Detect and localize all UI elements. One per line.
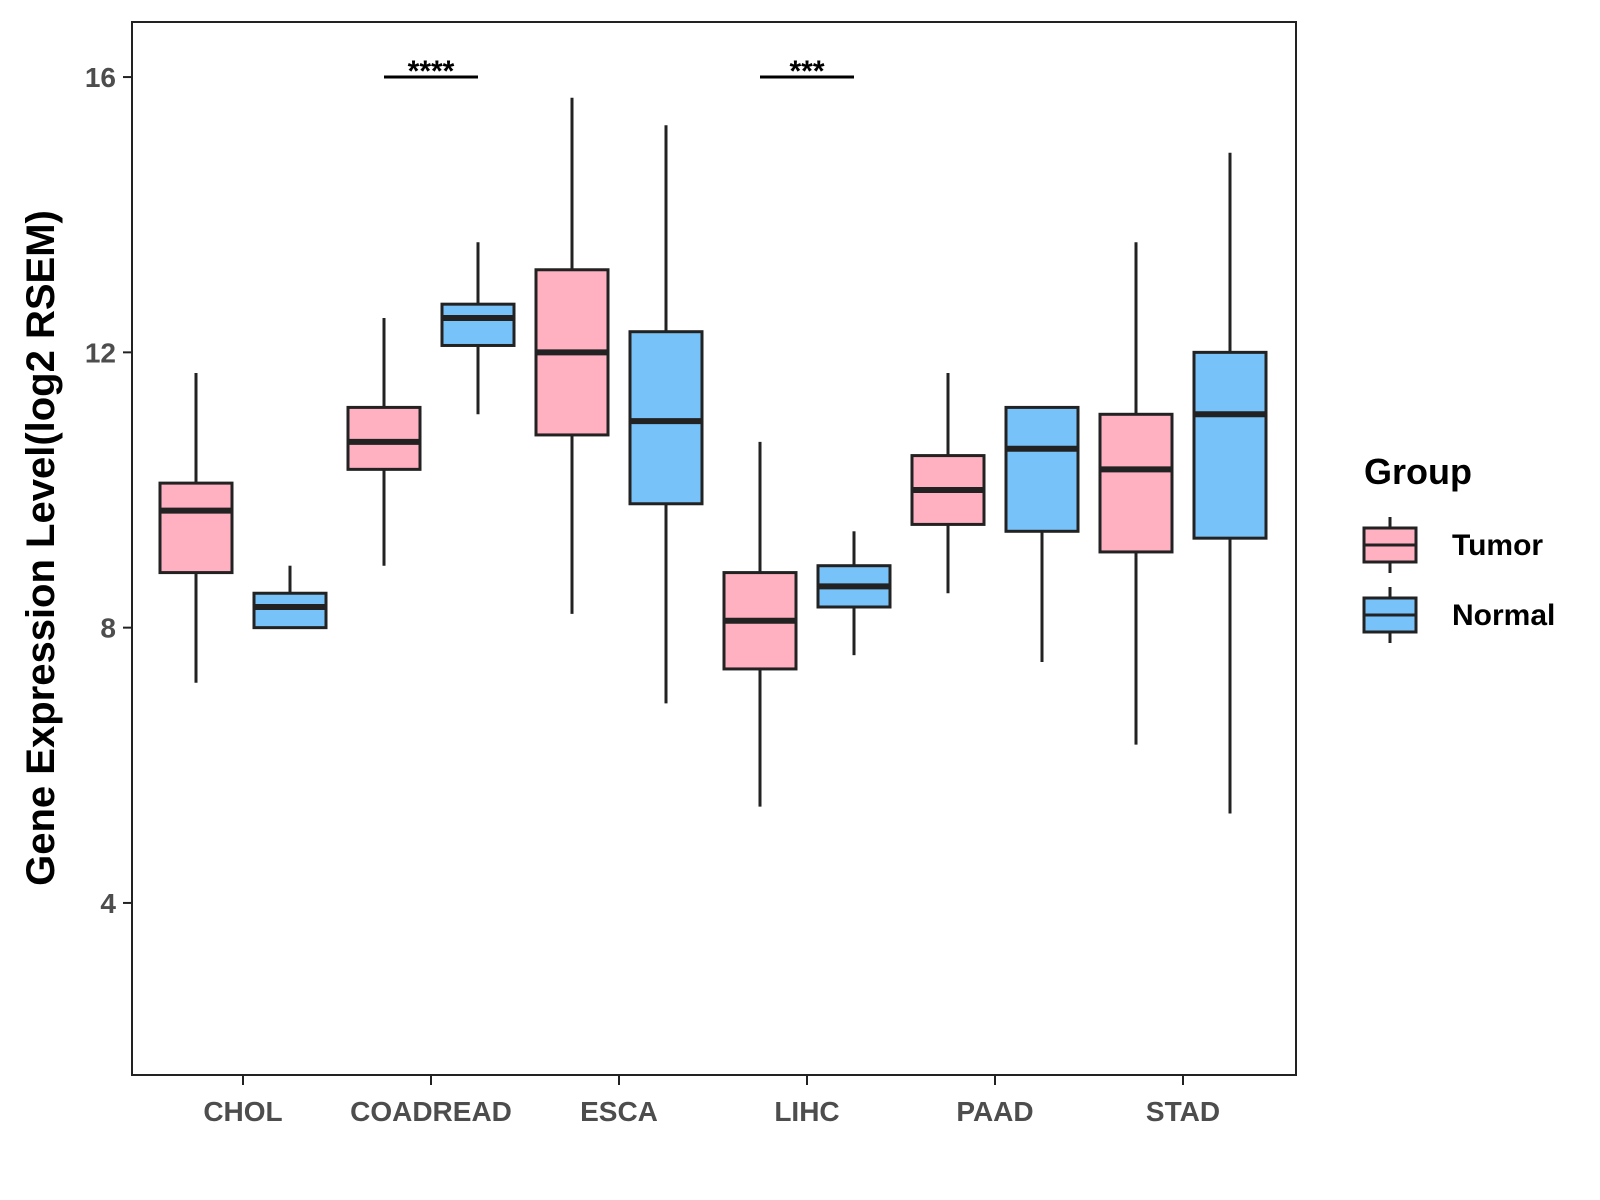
box-tumor-coadread	[346, 317, 422, 566]
box-normal-paad	[1004, 405, 1080, 663]
box-body	[628, 330, 704, 506]
x-tick-label: PAAD	[956, 1096, 1033, 1127]
legend-key-normal	[1362, 587, 1418, 643]
y-tick-label: 16	[85, 62, 116, 93]
box-body	[252, 591, 328, 630]
legend-title: Group	[1364, 451, 1472, 492]
legend-key-tumor	[1362, 517, 1418, 573]
y-tick-label: 8	[100, 613, 116, 644]
box-body	[1192, 350, 1268, 540]
box-normal-chol	[252, 565, 328, 630]
y-axis: 4 8 12 16	[85, 62, 132, 919]
x-tick-label: ESCA	[580, 1096, 658, 1127]
legend: Group Tumor Normal	[1362, 451, 1555, 643]
x-axis: CHOL COADREAD ESCA LIHC PAAD STAD	[203, 1075, 1220, 1127]
significance-label: ****	[408, 55, 455, 88]
legend-label-tumor: Tumor	[1452, 529, 1543, 562]
significance-label: ***	[789, 55, 824, 88]
box-body	[158, 481, 234, 575]
box-normal-lihc	[816, 531, 892, 656]
box-body	[1098, 412, 1174, 554]
box-tumor-lihc	[722, 441, 798, 807]
box-layer	[158, 97, 1268, 814]
significance-annotations: **** ***	[384, 55, 854, 88]
box-normal-coadread	[440, 242, 516, 415]
x-tick-label: CHOL	[203, 1096, 282, 1127]
legend-label-normal: Normal	[1452, 599, 1555, 632]
box-tumor-stad	[1098, 242, 1174, 745]
box-body	[346, 405, 422, 471]
y-tick-label: 4	[100, 888, 116, 919]
x-tick-label: COADREAD	[350, 1096, 512, 1127]
box-tumor-paad	[910, 373, 986, 594]
box-normal-stad	[1192, 152, 1268, 814]
box-tumor-esca	[534, 97, 610, 614]
x-tick-label: LIHC	[774, 1096, 839, 1127]
box-body	[440, 302, 516, 347]
box-tumor-chol	[158, 373, 234, 683]
y-tick-label: 12	[85, 337, 116, 368]
box-normal-esca	[628, 125, 704, 704]
x-tick-label: STAD	[1146, 1096, 1220, 1127]
y-axis-title: Gene Expression Level(log2 RSEM)	[19, 210, 63, 886]
box-body	[1004, 405, 1080, 533]
